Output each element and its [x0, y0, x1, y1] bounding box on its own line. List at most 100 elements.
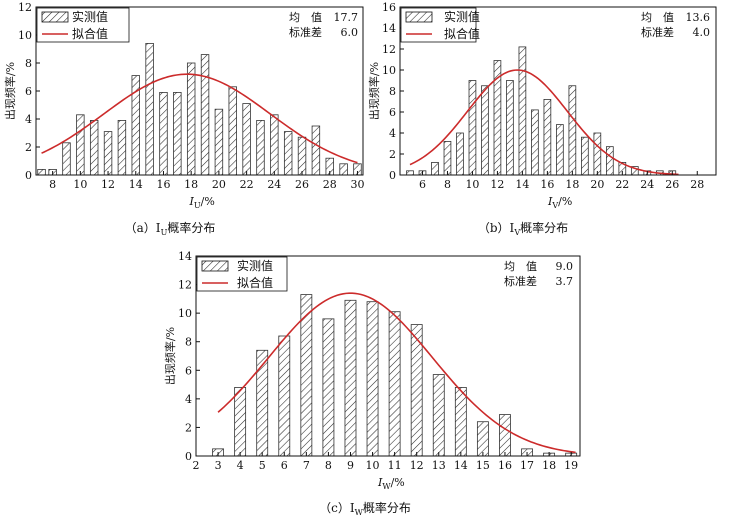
- bar-series-measured: [406, 46, 677, 176]
- legend-swatch-measured: [405, 11, 433, 23]
- stats-mean-label: 均 值: [504, 260, 537, 273]
- legend-label-fitted: 拟合值: [72, 26, 108, 41]
- legend-label-measured: 实测值: [237, 258, 273, 273]
- x-tick-label: 12: [410, 459, 424, 472]
- x-tick-label: 12: [101, 178, 115, 191]
- y-tick-label: 10: [382, 64, 396, 77]
- bar: [568, 85, 577, 176]
- bar: [228, 86, 237, 176]
- chart-panel-c: 2 3 4 5 6 7 8 9 10 11 12 13 14 15 16 17 18 1902468101214I…: [163, 250, 581, 517]
- x-tick-label: 22: [240, 178, 254, 191]
- x-tick-label: 26: [295, 178, 309, 191]
- chart-panel-b: 6 8 10 12 14 16 18 20 22 24 26 280246810121416IV/%出…: [367, 1, 717, 237]
- y-tick-label: 10: [178, 307, 192, 320]
- y-axis-title: 出现频率/%: [3, 62, 17, 120]
- stats-std-label: 标准差: [641, 25, 674, 39]
- fit-curve: [217, 292, 576, 454]
- bar: [278, 335, 291, 457]
- bar: [454, 387, 467, 457]
- x-tick-label: 14: [515, 178, 529, 191]
- caption-prefix: （c）I: [319, 501, 355, 515]
- x-tick-label: 19: [564, 459, 578, 472]
- x-axis-unit: /%: [558, 195, 572, 208]
- x-tick-label: 5: [259, 459, 266, 472]
- legend-swatch-measured: [41, 11, 69, 23]
- x-tick-label: 14: [454, 459, 468, 472]
- bar: [200, 54, 210, 176]
- y-tick-label: 12: [178, 279, 192, 292]
- bar: [344, 299, 357, 457]
- y-tick-label: 6: [25, 85, 32, 98]
- bar: [76, 114, 85, 176]
- caption-tail: 概率分布: [363, 500, 411, 515]
- bar: [556, 124, 564, 176]
- y-tick-label: 14: [178, 250, 192, 263]
- x-axis-symbol: I: [189, 195, 195, 208]
- x-tick-label: 15: [476, 459, 490, 472]
- y-tick-label: 2: [389, 148, 396, 161]
- stats-mean-value: 13.6: [686, 11, 711, 24]
- bar: [531, 109, 539, 176]
- bar-series-measured: [212, 294, 578, 457]
- stats-mean-value: 17.7: [334, 11, 359, 24]
- y-tick-label: 4: [25, 113, 32, 126]
- x-axis-unit: /%: [391, 476, 405, 489]
- caption-subscript: V: [513, 228, 520, 237]
- legend-label-fitted: 拟合值: [237, 275, 273, 290]
- y-tick-label: 6: [389, 106, 396, 119]
- x-axis-title: IW/%: [377, 476, 405, 491]
- x-tick-label: 26: [665, 178, 679, 191]
- x-tick-label: 24: [267, 178, 281, 191]
- x-axis-symbol: I: [547, 195, 553, 208]
- x-axis-subscript: W: [382, 482, 391, 491]
- x-axis-title: IU/%: [189, 195, 215, 210]
- x-tick-label: 10: [73, 178, 87, 191]
- bar: [256, 120, 265, 176]
- y-axis-title: 出现频率/%: [367, 62, 381, 120]
- bar: [145, 43, 154, 176]
- bar: [506, 80, 514, 176]
- y-tick-label: 4: [185, 393, 192, 406]
- stats-std-label: 标准差: [504, 274, 537, 288]
- chart-panel-a: 8 10 12 14 16 18 20 22 24 26 28 30024681012IU/%出现频率…: [3, 1, 364, 237]
- y-tick-label: 12: [18, 1, 32, 14]
- bar: [37, 168, 46, 176]
- caption-prefix: （b）I: [478, 221, 515, 235]
- x-tick-label: 16: [540, 178, 554, 191]
- stats-std-value: 4.0: [693, 26, 711, 39]
- x-tick-label: 16: [498, 459, 512, 472]
- stats-mean-label: 均 值: [641, 11, 674, 24]
- x-tick-label: 10: [465, 178, 479, 191]
- x-tick-label: 18: [565, 178, 579, 191]
- caption-tail: 概率分布: [167, 220, 215, 235]
- bar: [322, 318, 335, 457]
- x-tick-label: 14: [129, 178, 143, 191]
- legend-label-measured: 实测值: [444, 9, 480, 24]
- bar: [606, 146, 614, 176]
- y-tick-label: 8: [185, 336, 192, 349]
- bar: [443, 140, 452, 176]
- y-tick-label: 16: [382, 1, 396, 14]
- x-tick-label: 13: [432, 459, 446, 472]
- y-tick-label: 2: [25, 141, 32, 154]
- bar: [214, 108, 224, 176]
- caption-tail: 概率分布: [520, 220, 568, 235]
- y-tick-label: 0: [25, 169, 32, 182]
- bar: [89, 120, 99, 176]
- y-tick-label: 0: [389, 169, 396, 182]
- bar: [481, 85, 489, 176]
- bar: [388, 311, 401, 457]
- bar: [432, 374, 445, 457]
- bar: [456, 132, 464, 176]
- x-tick-label: 17: [520, 459, 534, 472]
- x-tick-label: 12: [490, 178, 504, 191]
- x-tick-label: 22: [615, 178, 629, 191]
- y-tick-label: 4: [389, 127, 396, 140]
- bar: [311, 125, 321, 176]
- y-tick-label: 8: [25, 57, 32, 70]
- y-tick-label: 2: [185, 421, 192, 434]
- x-tick-label: 8: [49, 178, 56, 191]
- y-tick-label: 10: [18, 29, 32, 42]
- fit-curve: [41, 73, 358, 164]
